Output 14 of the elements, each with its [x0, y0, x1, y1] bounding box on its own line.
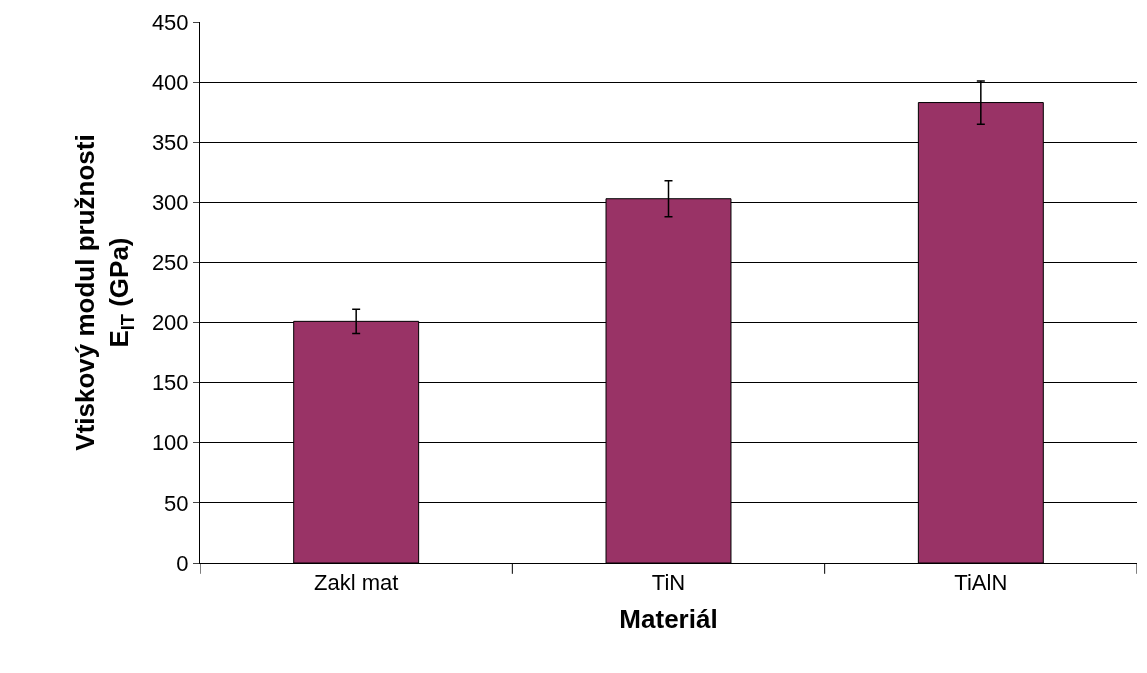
x-axis-title: Materiál	[619, 604, 718, 635]
y-tick-label: 200	[151, 310, 189, 336]
y-tick-label: 50	[164, 490, 189, 516]
y-tick-label: 300	[151, 190, 189, 216]
y-tick-label: 400	[151, 69, 189, 95]
y-tick-label: 150	[151, 370, 189, 396]
y-tick-label: 100	[151, 430, 189, 456]
y-tick-label: 0	[176, 550, 189, 576]
y-tick-label: 250	[151, 250, 189, 276]
y-tick-label: 350	[151, 129, 189, 155]
x-tick-label: Zakl mat	[313, 570, 399, 596]
y-tick-label: 450	[151, 9, 189, 35]
x-tick-label: TiAlN	[954, 570, 1008, 596]
x-tick-label: TiN	[651, 570, 686, 596]
